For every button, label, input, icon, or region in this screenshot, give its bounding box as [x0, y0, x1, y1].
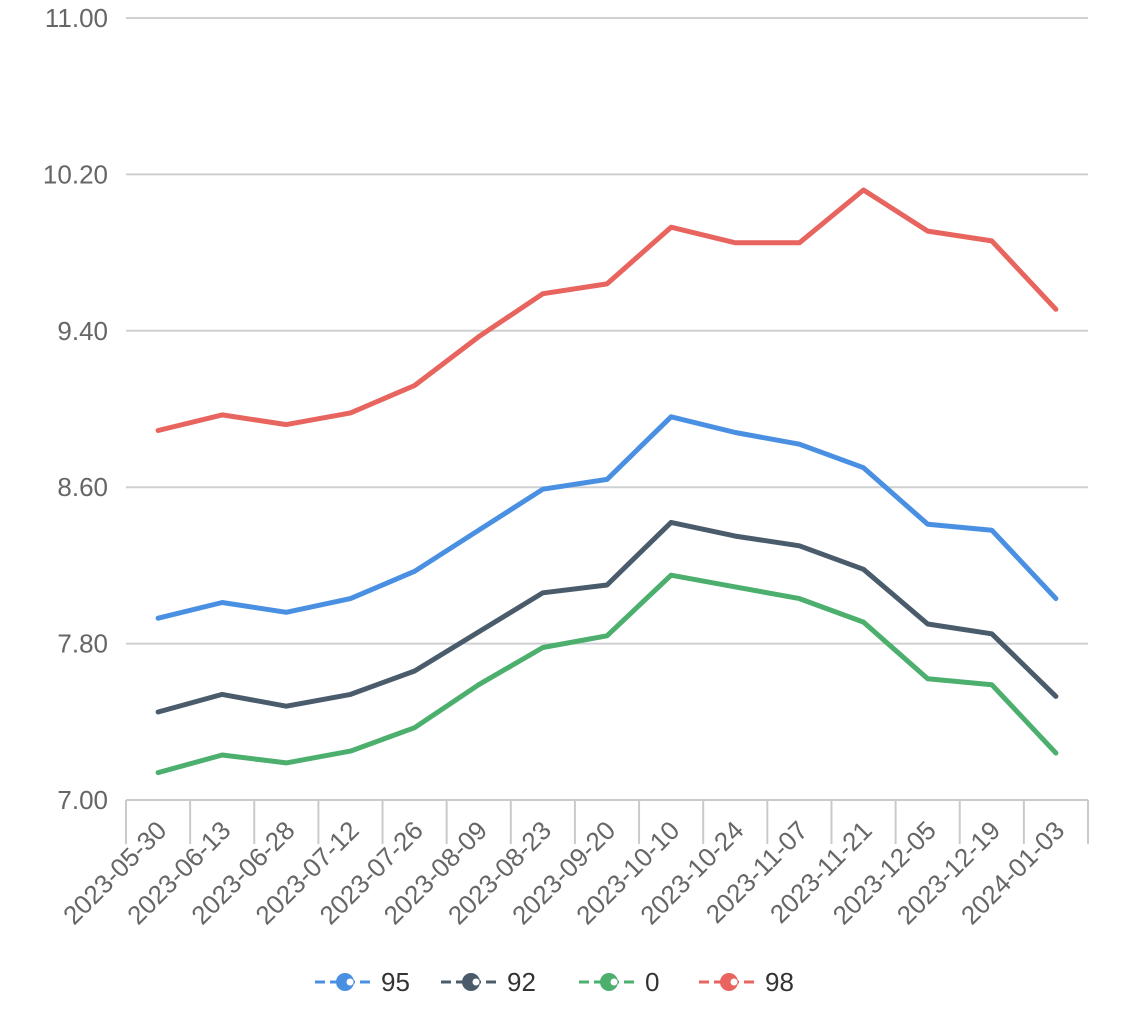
series-line-98: [155, 187, 1059, 433]
legend-label: 98: [765, 967, 794, 997]
y-tick-label: 10.20: [43, 159, 108, 189]
legend-marker-dot-icon: [346, 978, 354, 986]
y-tick-label: 8.60: [57, 472, 108, 502]
series-line-92: [155, 519, 1059, 715]
y-tick-label: 9.40: [57, 316, 108, 346]
series-layer: [155, 187, 1059, 776]
legend-item-0[interactable]: 0: [579, 967, 659, 997]
y-tick-label: 7.00: [57, 785, 108, 815]
legend[interactable]: 95 92 0 98: [315, 967, 794, 997]
legend-marker-dot-icon: [730, 978, 738, 986]
x-axis-labels: 2023-05-302023-06-132023-06-282023-07-12…: [57, 815, 1070, 930]
series-line-0: [155, 572, 1059, 776]
legend-marker-dot-icon: [610, 978, 618, 986]
legend-label: 92: [507, 967, 536, 997]
legend-item-95[interactable]: 95: [315, 967, 410, 997]
x-axis: [125, 799, 1089, 844]
y-tick-label: 7.80: [57, 629, 108, 659]
legend-marker-icon: [336, 973, 354, 991]
grid-layer: [126, 17, 1088, 645]
legend-label: 95: [381, 967, 410, 997]
series-line-95: [155, 414, 1059, 621]
y-tick-label: 11.00: [45, 3, 108, 33]
legend-marker-icon: [720, 973, 738, 991]
legend-marker-icon: [462, 973, 480, 991]
y-axis-labels: 7.00 7.80 8.60 9.40 10.20 11.00: [43, 3, 108, 815]
legend-item-92[interactable]: 92: [441, 967, 536, 997]
legend-item-98[interactable]: 98: [699, 967, 794, 997]
legend-marker-dot-icon: [472, 978, 480, 986]
legend-marker-icon: [600, 973, 618, 991]
legend-label: 0: [645, 967, 659, 997]
